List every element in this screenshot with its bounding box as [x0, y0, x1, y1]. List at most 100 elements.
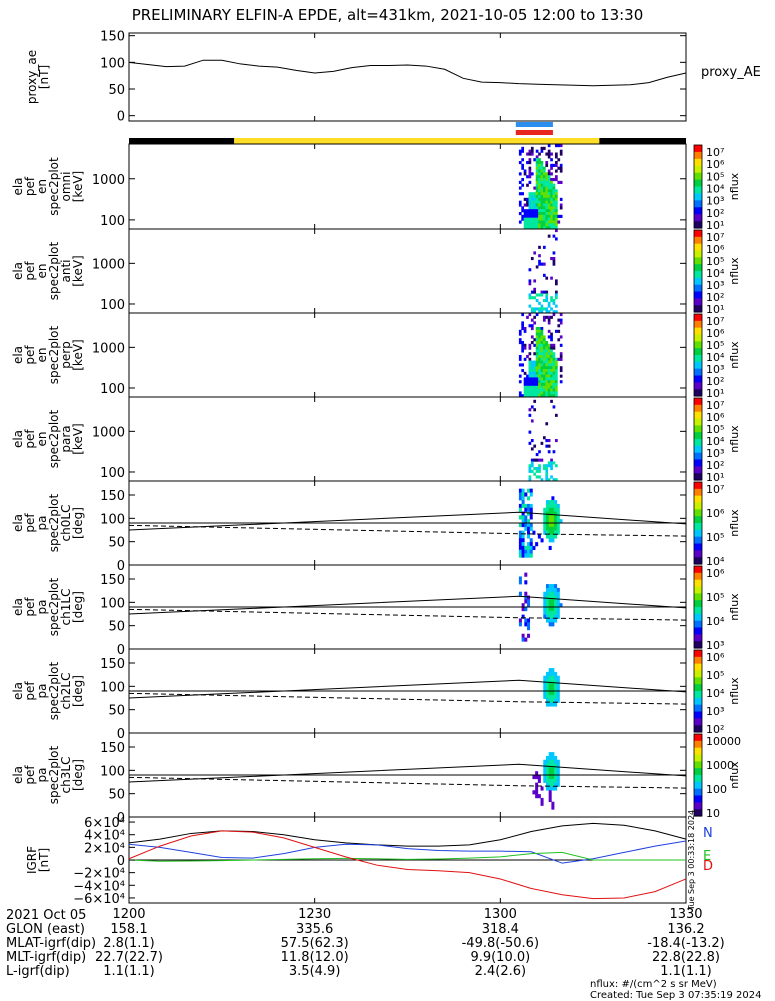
heatmap-cell	[542, 166, 546, 170]
y-axis-label: pa	[35, 768, 49, 783]
colorbar-step	[694, 253, 702, 257]
heatmap-cell	[547, 197, 551, 201]
heatmap-cell	[533, 374, 537, 378]
heatmap-cell	[555, 178, 558, 182]
heatmap-cell	[530, 461, 534, 465]
y-axis-label: [deg]	[71, 591, 85, 623]
heatmap-cell	[533, 203, 537, 207]
heatmap-cell	[542, 349, 546, 353]
heatmap-cell	[535, 458, 539, 462]
heatmap-cell	[542, 220, 546, 224]
heatmap-cell	[526, 152, 529, 156]
heatmap-cell	[542, 385, 546, 389]
heatmap-cell	[540, 327, 544, 331]
heatmap-cell	[521, 488, 525, 493]
heatmap-cell	[550, 467, 553, 471]
heatmap-cell	[538, 301, 541, 305]
heatmap-cell	[530, 335, 534, 339]
heatmap-cell	[556, 591, 560, 596]
y-tick-label: 1000	[92, 173, 125, 188]
heatmap-cell	[550, 166, 553, 170]
colorbar-step	[694, 807, 702, 810]
colorbar-step	[694, 757, 702, 761]
heatmap-cell	[547, 444, 551, 448]
heatmap-cell	[552, 388, 556, 392]
heatmap-cell	[518, 149, 522, 153]
colorbar-step	[694, 389, 702, 392]
heatmap-cell	[552, 394, 556, 398]
heatmap-cell	[547, 144, 551, 148]
y-axis-label: [nT]	[37, 848, 51, 872]
heatmap-cell	[552, 209, 556, 213]
colorbar-step	[694, 785, 702, 788]
colorbar-step	[694, 172, 702, 175]
heatmap-cell	[547, 175, 551, 179]
colorbar-step	[694, 596, 702, 600]
anti-loss-cone-line	[128, 608, 687, 621]
heatmap-cell	[547, 360, 551, 364]
colorbar-step	[694, 629, 702, 632]
heatmap-cell	[526, 380, 529, 384]
colorbar-step	[694, 276, 702, 279]
heatmap-cell	[542, 209, 546, 213]
heatmap-cell	[526, 388, 529, 392]
y-axis-label: en	[35, 432, 49, 447]
colorbar-step	[694, 751, 702, 754]
heatmap-cell	[533, 321, 537, 325]
colorbar-step	[694, 167, 702, 170]
heatmap-cell	[540, 166, 544, 170]
colorbar-step	[694, 680, 702, 684]
heatmap-cell	[547, 206, 551, 210]
colorbar-tick-label: 10²	[706, 207, 724, 220]
heatmap-cell	[543, 614, 547, 619]
heatmap-cell	[550, 315, 553, 319]
heatmap-cell	[523, 220, 527, 224]
colorbar-step	[694, 325, 702, 329]
heatmap-cell	[528, 203, 532, 207]
heatmap-cell	[540, 149, 544, 153]
colorbar-step	[694, 277, 702, 281]
heatmap-cell	[548, 794, 552, 799]
heatmap-cell	[535, 226, 539, 230]
colorbar-step	[694, 360, 702, 363]
heatmap-cell	[542, 343, 546, 347]
heatmap-cell	[530, 212, 534, 216]
colorbar-step	[694, 708, 702, 711]
y-axis-label: pef	[23, 765, 37, 785]
heatmap-cell	[552, 214, 556, 218]
heatmap-cell	[542, 175, 546, 179]
heatmap-cell	[535, 166, 539, 170]
heatmap-cell	[545, 503, 549, 509]
heatmap-cell	[535, 172, 539, 176]
colorbar-step	[694, 482, 702, 485]
colorbar-step	[694, 742, 702, 745]
colorbar-step	[694, 308, 702, 311]
heatmap-cell	[555, 377, 558, 381]
heatmap-cell	[545, 759, 549, 764]
heatmap-cell	[528, 293, 532, 297]
heatmap-cell	[521, 545, 525, 551]
heatmap-cell	[535, 346, 539, 350]
footer-row-value: -49.8(-50.6)	[461, 936, 540, 951]
heatmap-cell	[540, 797, 544, 803]
colorbar-step	[694, 745, 702, 749]
heatmap-cell	[547, 478, 551, 482]
heatmap-cell	[545, 467, 549, 471]
heatmap-cell	[547, 366, 551, 370]
heatmap-cell	[551, 668, 555, 673]
heatmap-cell	[555, 203, 558, 207]
colorbar-step	[694, 196, 702, 200]
heatmap-cell	[548, 507, 552, 512]
heatmap-cell	[545, 186, 549, 190]
heatmap-cell	[526, 377, 529, 381]
heatmap-cell	[554, 610, 558, 615]
heatmap-cell	[555, 329, 558, 333]
heatmap-cell	[548, 698, 552, 703]
colorbar-step	[694, 699, 702, 702]
heatmap-cell	[530, 464, 534, 468]
colorbar-step	[694, 667, 702, 670]
y-axis-label: ela	[11, 262, 25, 280]
heatmap-cell	[550, 195, 553, 199]
heatmap-cell	[547, 385, 551, 389]
heatmap-cell	[551, 519, 555, 524]
